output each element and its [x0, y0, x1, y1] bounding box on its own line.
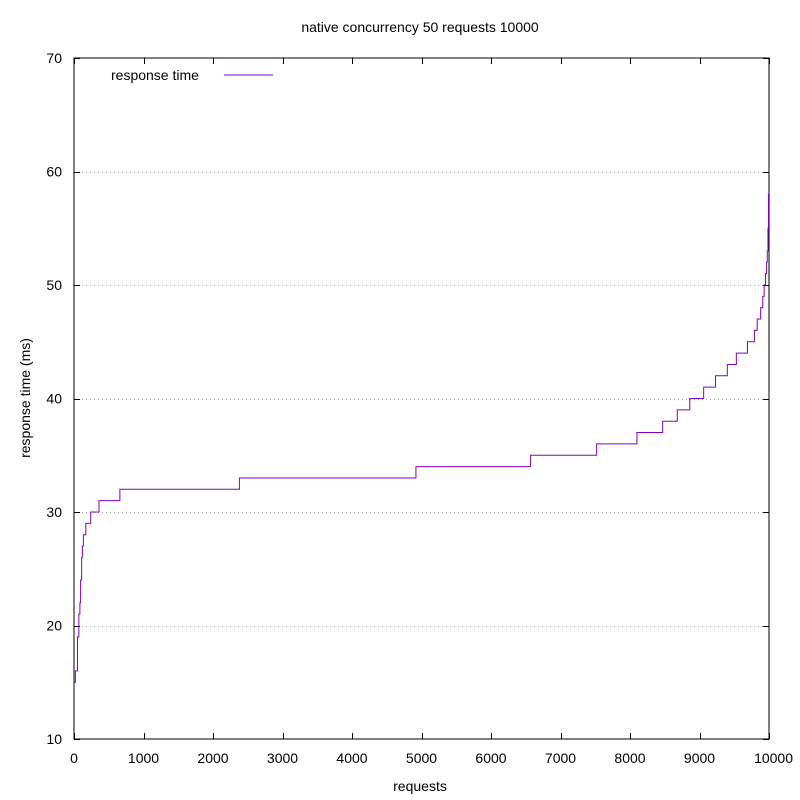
x-tick-label: 8000: [614, 750, 645, 766]
x-tick-label: 3000: [267, 750, 298, 766]
y-tick-label: 70: [46, 50, 62, 66]
axis-ticks: [74, 58, 770, 740]
x-tick-label: 4000: [336, 750, 367, 766]
chart-title: native concurrency 50 requests 10000: [301, 19, 539, 35]
y-tick-label: 60: [46, 164, 62, 180]
y-axis-label: response time (ms): [17, 338, 33, 458]
y-tick-labels: 10 20 30 40 50 60 70: [46, 50, 62, 747]
y-tick-label: 20: [46, 618, 62, 634]
plot-frame: [73, 57, 770, 740]
y-tick-label: 10: [46, 731, 62, 747]
x-tick-label: 2000: [197, 750, 228, 766]
series-line-response-time: [74, 193, 769, 683]
x-tick-label: 5000: [406, 750, 437, 766]
y-tick-label: 30: [46, 504, 62, 520]
x-tick-label: 9000: [684, 750, 715, 766]
y-tick-label: 40: [46, 391, 62, 407]
x-tick-label: 7000: [545, 750, 576, 766]
x-tick-label: 0: [70, 750, 78, 766]
grid-lines: [74, 172, 769, 627]
x-tick-label: 1000: [128, 750, 159, 766]
x-tick-labels: 0 1000 2000 3000 4000 5000 6000 7000 8000 9000 100…: [70, 750, 793, 766]
series-group: [74, 193, 769, 683]
legend-label: response time: [111, 67, 199, 83]
x-tick-label: 6000: [475, 750, 506, 766]
x-axis-label: requests: [393, 778, 447, 794]
y-tick-label: 50: [46, 277, 62, 293]
legend: response time: [111, 67, 273, 83]
x-tick-label: 10000: [754, 750, 793, 766]
